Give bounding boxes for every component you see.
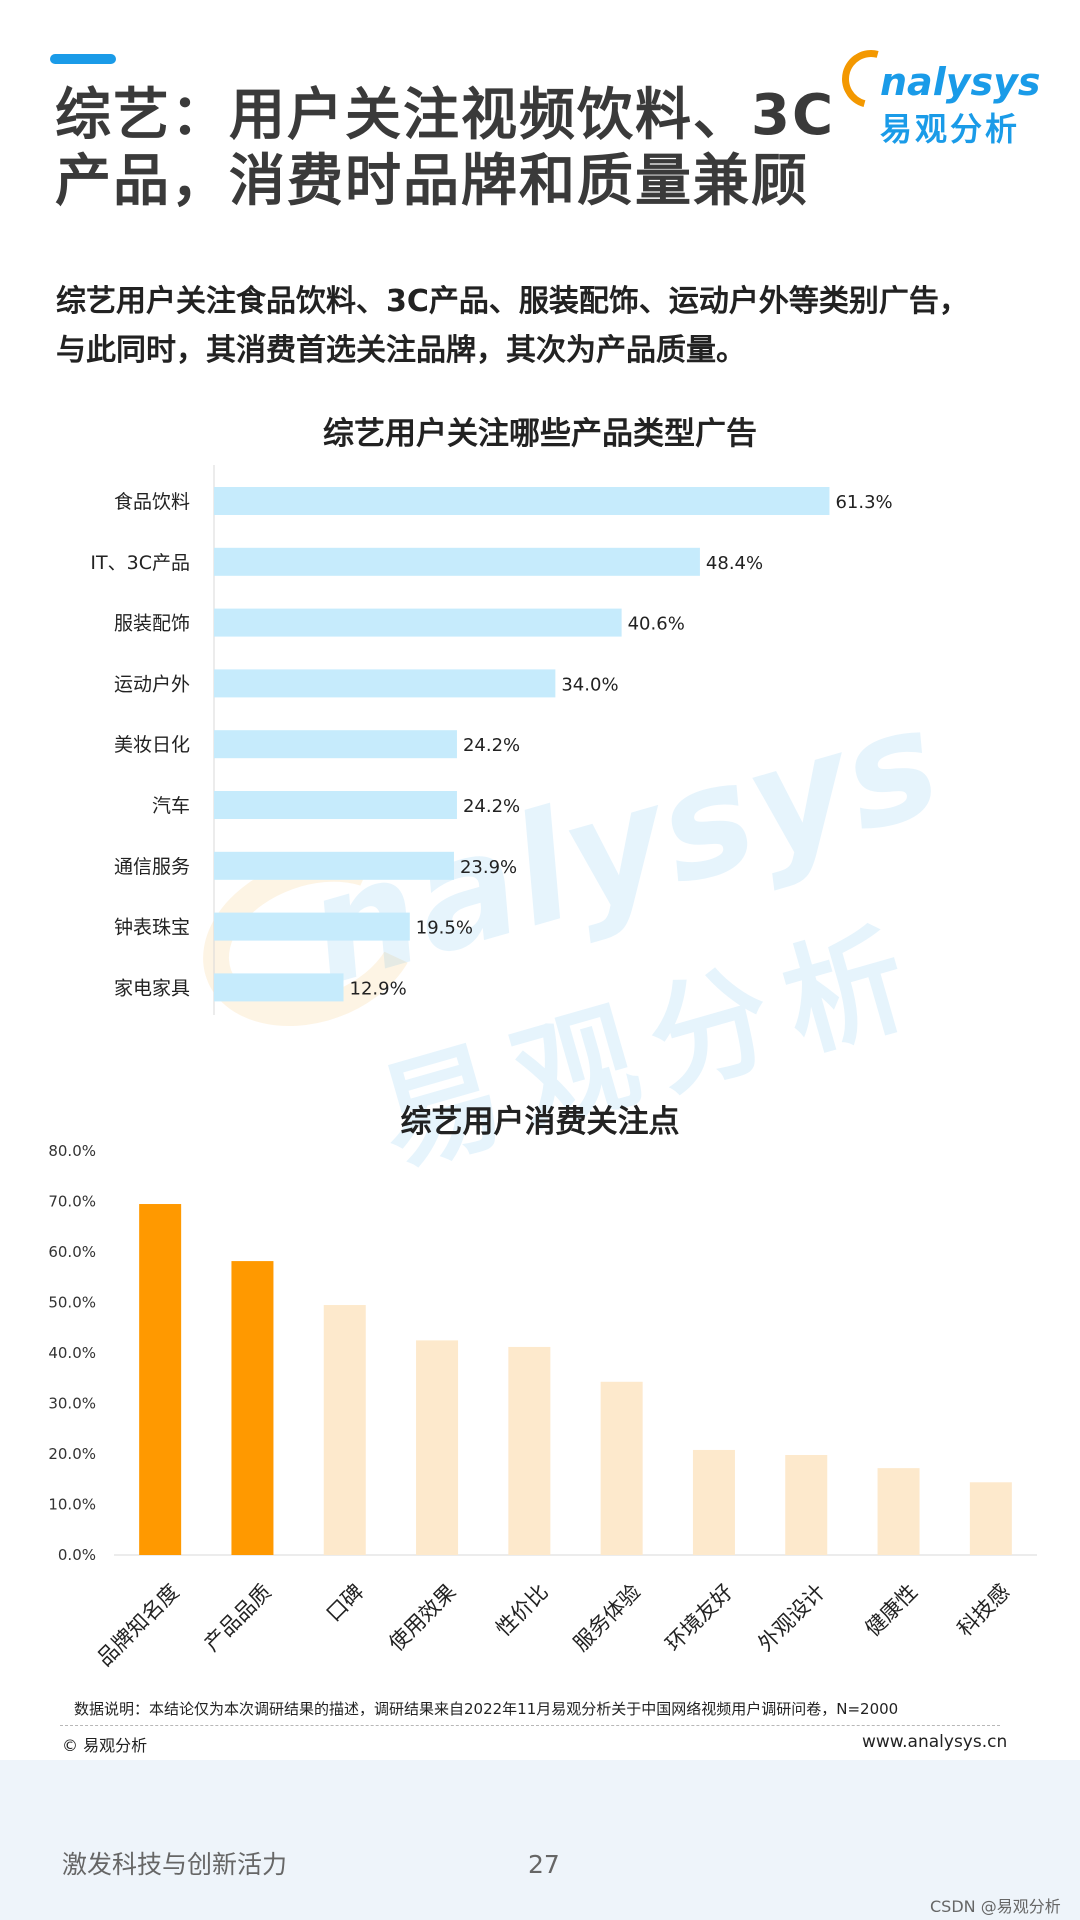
chart1-bar: [214, 487, 830, 515]
chart2-category-label: 产品品质: [200, 1580, 276, 1656]
ad-category-bar-chart: 食品饮料 61.3% IT、3C产品 48.4% 服装配饰 40.6% 运动户外 34.0% 美…: [90, 465, 893, 1015]
chart1-bar: [214, 547, 700, 576]
logo-chinese-text: 易观分析: [880, 110, 1021, 148]
chart2-title: 综艺用户消费关注点: [400, 1104, 680, 1140]
chart1-category-label: 服装配饰: [114, 613, 190, 635]
chart1-value-label: 34.0%: [561, 674, 618, 695]
analysys-logo: nalysys 易观分析: [831, 39, 1041, 148]
chart2-ytick-label: 60.0%: [48, 1243, 96, 1261]
chart1-value-label: 12.9%: [350, 978, 407, 999]
chart2-category-label: 使用效果: [384, 1580, 460, 1656]
chart1-category-label: 运动户外: [114, 673, 190, 695]
footer-slogan: 激发科技与创新活力: [62, 1850, 288, 1879]
chart1-value-label: 40.6%: [628, 614, 685, 635]
chart2-category-label: 服务体验: [569, 1580, 645, 1656]
title-accent-bar: [50, 54, 116, 64]
page-title-line1: 综艺：用户关注视频饮料、3C: [55, 83, 836, 148]
copyright-text: © 易观分析: [62, 1736, 148, 1755]
chart2-category-label: 口碑: [322, 1580, 369, 1627]
chart1-value-label: 48.4%: [706, 553, 763, 574]
chart2-bar: [692, 1449, 735, 1555]
chart1-category-label: 钟表珠宝: [114, 917, 190, 939]
chart2-bar: [600, 1381, 643, 1555]
chart1-value-label: 19.5%: [416, 918, 473, 939]
chart2-category-label: 性价比: [491, 1580, 553, 1642]
chart2-bar: [231, 1261, 274, 1555]
chart2-category-label: 环境友好: [661, 1580, 737, 1656]
chart2-bar: [785, 1455, 828, 1555]
chart2-category-label: 品牌知名度: [92, 1580, 183, 1671]
chart2-ytick-label: 70.0%: [48, 1193, 96, 1211]
intro-line2: 与此同时，其消费首选关注品牌，其次为产品质量。: [56, 333, 746, 368]
chart1-value-label: 23.9%: [460, 857, 517, 878]
chart2-ytick-label: 40.0%: [48, 1344, 96, 1362]
chart2-ytick-label: 10.0%: [48, 1496, 96, 1514]
chart2-bar: [323, 1305, 366, 1555]
chart1-category-label: IT、3C产品: [90, 552, 190, 574]
footer-divider: [60, 1725, 1000, 1726]
city-skyline-background: [0, 1760, 1080, 1920]
csdn-watermark: CSDN @易观分析: [930, 1897, 1061, 1916]
chart1-value-label: 61.3%: [835, 492, 892, 513]
chart1-title: 综艺用户关注哪些产品类型广告: [323, 416, 757, 452]
chart2-ytick-label: 0.0%: [58, 1546, 96, 1564]
page-number: 27: [528, 1850, 560, 1879]
chart2-category-label: 外观设计: [753, 1580, 829, 1656]
chart2-ytick-label: 20.0%: [48, 1445, 96, 1463]
chart1-category-label: 美妆日化: [114, 734, 190, 756]
chart1-category-label: 食品饮料: [114, 491, 190, 513]
chart1-bar: [214, 669, 556, 698]
chart2-bar: [969, 1482, 1012, 1555]
consumption-focus-bar-chart: 0.0% 10.0% 20.0% 30.0% 40.0% 50.0% 60.0% 70.0% 8…: [48, 1142, 1037, 1671]
chart2-bar: [877, 1468, 920, 1555]
chart1-category-label: 汽车: [152, 795, 190, 817]
chart2-bar: [416, 1340, 459, 1555]
page-title-line2: 产品，消费时品牌和质量兼顾: [55, 149, 809, 214]
chart2-ytick-label: 80.0%: [48, 1142, 96, 1160]
intro-line1: 综艺用户关注食品饮料、3C产品、服装配饰、运动户外等类别广告，: [56, 284, 969, 319]
chart2-bar: [139, 1204, 182, 1555]
chart1-category-label: 通信服务: [114, 856, 190, 878]
chart1-bar: [214, 608, 622, 637]
chart1-value-label: 24.2%: [463, 796, 520, 817]
chart1-bar: [214, 973, 344, 1002]
chart2-ytick-label: 30.0%: [48, 1395, 96, 1413]
chart1-category-label: 家电家具: [114, 977, 190, 999]
chart1-bar: [214, 730, 457, 759]
chart1-bar: [214, 791, 457, 819]
logo-english-text: nalysys: [880, 60, 1041, 104]
website-url: www.analysys.cn: [862, 1732, 1008, 1752]
chart2-bar: [508, 1346, 551, 1555]
chart1-value-label: 24.2%: [463, 735, 520, 756]
chart2-category-label: 健康性: [861, 1580, 923, 1642]
chart1-bar: [214, 851, 454, 880]
chart1-bar: [214, 912, 410, 941]
chart2-category-label: 科技感: [953, 1580, 1015, 1642]
chart2-ytick-label: 50.0%: [48, 1294, 96, 1312]
data-source-note: 数据说明：本结论仅为本次调研结果的描述，调研结果来自2022年11月易观分析关于…: [74, 1700, 899, 1718]
